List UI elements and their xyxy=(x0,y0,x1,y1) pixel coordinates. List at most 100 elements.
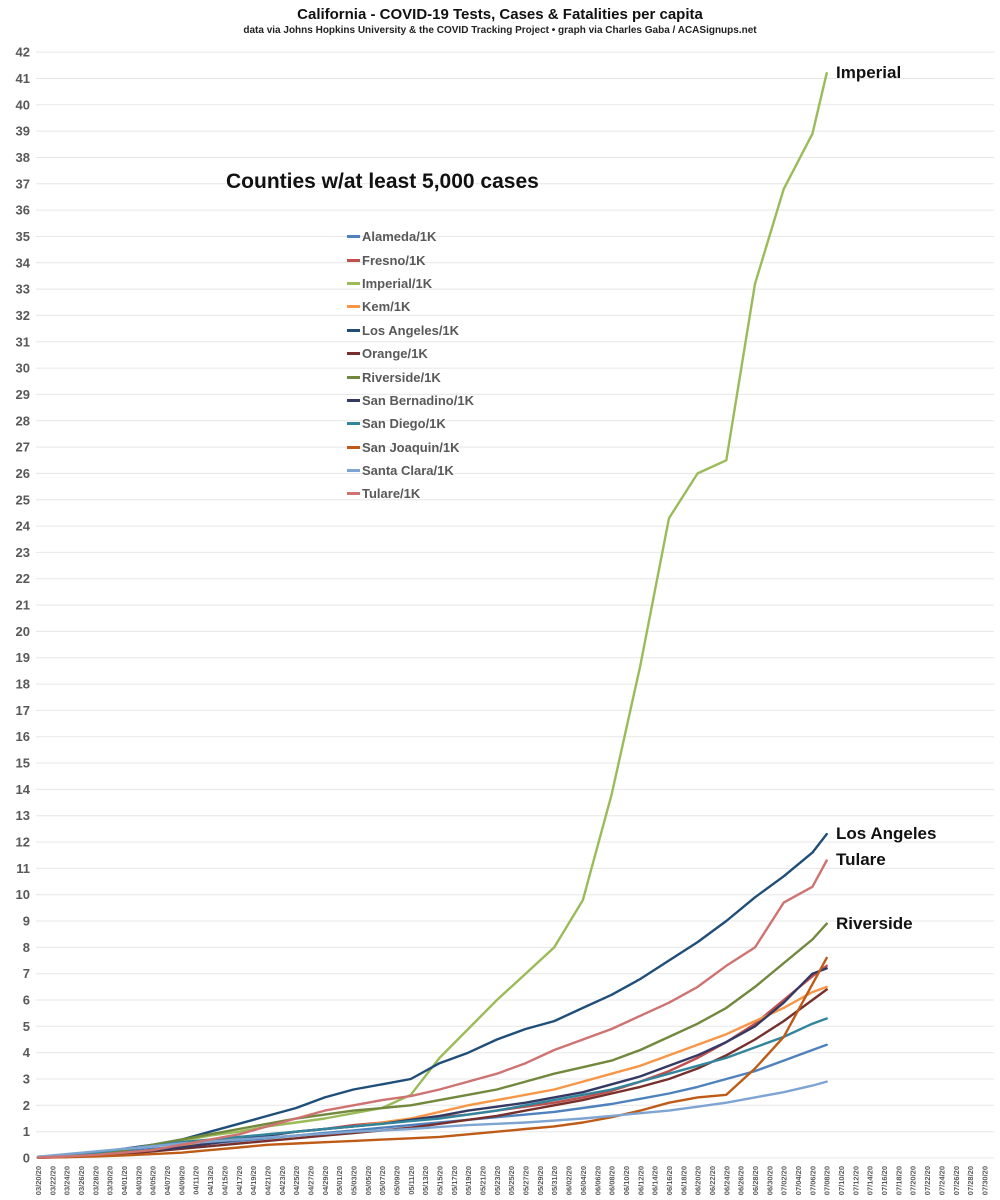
x-tick-label: 05/07/20 xyxy=(378,1166,387,1195)
x-tick-label: 07/16/20 xyxy=(880,1166,889,1195)
x-tick-label: 05/17/20 xyxy=(450,1166,459,1195)
x-tick-label: 04/05/20 xyxy=(149,1166,158,1195)
x-tick-label: 04/09/20 xyxy=(177,1166,186,1195)
legend-swatch-alameda xyxy=(347,235,360,239)
x-tick-label: 07/22/20 xyxy=(923,1166,932,1195)
series-line-riverside xyxy=(36,922,828,1159)
x-tick-label: 05/23/20 xyxy=(493,1166,502,1195)
legend-item-santa-clara: Santa Clara/1K xyxy=(347,459,474,482)
x-tick-label: 05/15/20 xyxy=(436,1166,445,1195)
y-tick-label: 18 xyxy=(16,677,30,692)
legend-label-san-bernadino: San Bernadino/1K xyxy=(362,392,474,408)
x-tick-label: 07/18/20 xyxy=(894,1166,903,1195)
x-tick-label: 04/13/20 xyxy=(206,1166,215,1195)
x-tick-label: 04/25/20 xyxy=(292,1166,301,1195)
x-tick-label: 06/28/20 xyxy=(751,1166,760,1195)
x-tick-label: 05/13/20 xyxy=(421,1166,430,1195)
series-line-tulare xyxy=(36,859,828,1159)
legend-label-kern: Kem/1K xyxy=(362,299,411,315)
chart-legend: Alameda/1K Fresno/1K Imperial/1K Kem/1K Los … xyxy=(347,225,474,506)
y-tick-label: 7 xyxy=(23,966,30,981)
x-tick-label: 07/04/20 xyxy=(794,1166,803,1195)
x-tick-label: 06/14/20 xyxy=(651,1166,660,1195)
x-tick-label: 06/02/20 xyxy=(565,1166,574,1195)
y-tick-label: 27 xyxy=(16,440,30,455)
y-tick-label: 42 xyxy=(16,45,30,60)
x-tick-label: 05/31/20 xyxy=(550,1166,559,1195)
legend-item-orange: Orange/1K xyxy=(347,342,474,365)
x-tick-label: 04/29/20 xyxy=(321,1166,330,1195)
y-tick-label: 25 xyxy=(16,492,30,507)
y-tick-label: 14 xyxy=(16,782,31,797)
series-line-san-bernadino xyxy=(36,967,828,1159)
x-tick-label: 04/15/20 xyxy=(220,1166,229,1195)
legend-label-fresno: Fresno/1K xyxy=(362,252,426,268)
chart-title: California - COVID-19 Tests, Cases & Fat… xyxy=(297,6,703,23)
x-tick-label: 06/04/20 xyxy=(579,1166,588,1195)
x-tick-label: 06/12/20 xyxy=(636,1166,645,1195)
end-label-tulare: Tulare xyxy=(836,850,886,869)
legend-swatch-los-angeles xyxy=(347,328,360,332)
legend-swatch-san-diego xyxy=(347,422,360,426)
x-tick-label: 06/08/20 xyxy=(608,1166,617,1195)
legend-item-san-diego: San Diego/1K xyxy=(347,412,474,435)
y-tick-label: 4 xyxy=(23,1045,31,1060)
legend-item-san-joaquin: San Joaquin/1K xyxy=(347,436,474,459)
x-tick-label: 06/16/20 xyxy=(665,1166,674,1195)
y-tick-label: 17 xyxy=(16,703,30,718)
legend-label-alameda: Alameda/1K xyxy=(362,229,437,245)
legend-item-alameda: Alameda/1K xyxy=(347,225,474,248)
x-tick-label: 07/20/20 xyxy=(909,1166,918,1195)
x-tick-label: 07/06/20 xyxy=(808,1166,817,1195)
x-tick-label: 05/19/20 xyxy=(464,1166,473,1195)
x-tick-label: 04/19/20 xyxy=(249,1166,258,1195)
legend-label-san-diego: San Diego/1K xyxy=(362,416,446,432)
series-line-san-joaquin xyxy=(36,956,828,1159)
chart-subtitle: data via Johns Hopkins University & the … xyxy=(243,25,757,36)
x-tick-label: 03/28/20 xyxy=(91,1166,100,1195)
y-tick-label: 19 xyxy=(16,650,30,665)
x-tick-label: 06/10/20 xyxy=(622,1166,631,1195)
end-label-los-angeles: Los Angeles xyxy=(836,824,937,843)
y-tick-label: 8 xyxy=(23,940,30,955)
x-tick-label: 07/14/20 xyxy=(866,1166,875,1195)
legend-label-santa-clara: Santa Clara/1K xyxy=(362,463,454,479)
y-tick-label: 30 xyxy=(16,361,30,376)
y-tick-label: 28 xyxy=(16,413,30,428)
x-tick-label: 05/27/20 xyxy=(522,1166,531,1195)
y-tick-label: 21 xyxy=(16,598,30,613)
legend-item-riverside: Riverside/1K xyxy=(347,365,474,388)
x-tick-label: 05/05/20 xyxy=(364,1166,373,1195)
x-tick-label: 03/30/20 xyxy=(106,1166,115,1195)
x-tick-label: 07/24/20 xyxy=(937,1166,946,1195)
y-tick-label: 40 xyxy=(16,97,30,112)
x-tick-label: 06/06/20 xyxy=(593,1166,602,1195)
legend-swatch-riverside xyxy=(347,375,360,379)
y-tick-label: 2 xyxy=(23,1098,30,1113)
x-tick-label: 04/21/20 xyxy=(263,1166,272,1195)
y-tick-label: 10 xyxy=(16,887,30,902)
y-tick-label: 5 xyxy=(23,1019,30,1034)
y-tick-label: 34 xyxy=(16,255,31,270)
legend-swatch-san-joaquin xyxy=(347,445,360,449)
end-label-imperial: Imperial xyxy=(836,63,902,82)
x-tick-label: 05/11/20 xyxy=(407,1166,416,1195)
y-tick-label: 36 xyxy=(16,203,30,218)
y-tick-label: 16 xyxy=(16,729,30,744)
y-tick-label: 0 xyxy=(23,1151,30,1166)
x-tick-label: 06/30/20 xyxy=(765,1166,774,1195)
x-tick-label: 07/10/20 xyxy=(837,1166,846,1195)
x-tick-label: 07/08/20 xyxy=(823,1166,832,1195)
legend-label-riverside: Riverside/1K xyxy=(362,369,441,385)
y-tick-label: 3 xyxy=(23,1072,30,1087)
legend-swatch-san-bernadino xyxy=(347,398,360,402)
x-tick-label: 06/26/20 xyxy=(737,1166,746,1195)
x-tick-label: 05/29/20 xyxy=(536,1166,545,1195)
x-tick-label: 07/02/20 xyxy=(780,1166,789,1195)
x-tick-label: 03/26/20 xyxy=(77,1166,86,1195)
legend-item-imperial: Imperial/1K xyxy=(347,272,474,295)
y-tick-label: 9 xyxy=(23,914,30,929)
series-line-orange xyxy=(36,988,828,1159)
